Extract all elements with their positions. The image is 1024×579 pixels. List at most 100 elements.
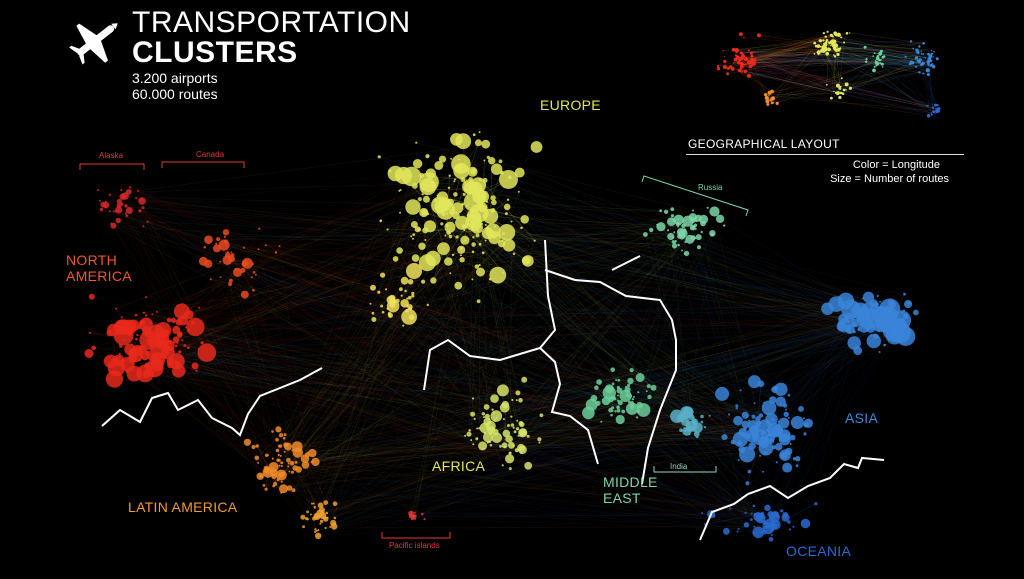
route-edge	[147, 221, 772, 540]
airport-node	[470, 181, 478, 189]
airport-node	[497, 239, 506, 248]
route-edge	[481, 223, 518, 421]
airport-node	[212, 244, 221, 253]
airport-node	[762, 470, 764, 473]
inset-airport-node	[839, 91, 843, 95]
route-edge	[404, 303, 761, 517]
inset-route-edge	[880, 60, 931, 64]
inset-airport-node	[865, 58, 868, 61]
airport-node	[280, 465, 283, 467]
airport-node	[733, 415, 743, 426]
route-edge	[686, 253, 752, 433]
route-edge	[109, 228, 260, 334]
airport-node	[149, 362, 152, 365]
route-edge	[120, 206, 504, 234]
airport-node	[455, 133, 472, 150]
airport-node	[319, 519, 324, 523]
route-edge	[113, 225, 462, 249]
airport-node	[453, 180, 456, 183]
airport-node	[289, 460, 295, 466]
airport-node	[761, 400, 777, 416]
route-edge	[217, 238, 756, 515]
route-edge	[490, 426, 692, 429]
route-edge	[460, 163, 743, 450]
route-edge	[142, 322, 730, 415]
route-edge	[326, 227, 489, 514]
route-edge	[321, 134, 475, 511]
route-edge	[118, 209, 896, 330]
airport-node	[739, 431, 742, 434]
airport-node	[426, 303, 429, 307]
airport-node	[737, 527, 740, 530]
route-edge	[170, 205, 468, 366]
airport-node	[406, 297, 409, 300]
inset-airport-node	[927, 104, 929, 107]
route-edge	[129, 199, 509, 328]
route-edge	[266, 326, 867, 469]
airport-node	[682, 215, 694, 227]
inset-route-edge	[748, 50, 845, 91]
airport-node	[512, 426, 515, 429]
airport-node	[404, 289, 407, 293]
airport-node	[891, 310, 912, 330]
airport-node	[767, 431, 773, 437]
route-edge	[188, 347, 288, 445]
airport-node	[775, 461, 778, 464]
airport-node	[377, 155, 381, 159]
airport-node	[323, 516, 329, 522]
route-edge	[714, 211, 760, 426]
route-edge	[617, 400, 762, 517]
airport-node	[413, 514, 417, 518]
inset-route-edge	[751, 61, 933, 108]
route-edge	[135, 314, 506, 448]
airport-node	[294, 460, 298, 464]
inset-airport-node	[937, 107, 941, 111]
route-edge	[444, 203, 877, 306]
inset-route-edge	[748, 62, 913, 77]
airport-node	[187, 346, 190, 349]
inset-airport-node	[836, 47, 838, 49]
route-edge	[311, 163, 462, 504]
airport-node	[420, 512, 424, 516]
route-edge	[326, 512, 771, 515]
airport-node	[524, 461, 533, 470]
airport-node	[795, 456, 801, 462]
inset-airport-node	[848, 86, 853, 90]
airport-node	[449, 272, 452, 275]
airport-node	[645, 390, 648, 393]
airport-node	[471, 278, 474, 281]
route-edge	[147, 333, 752, 520]
airport-node	[234, 268, 237, 271]
airport-node	[424, 239, 427, 241]
airport-node	[814, 502, 818, 506]
inset-airport-node	[822, 31, 826, 35]
airport-node	[278, 433, 284, 438]
airport-node	[227, 261, 230, 264]
airport-node	[502, 418, 505, 421]
airport-node	[156, 310, 158, 313]
inset-airport-node	[915, 65, 918, 68]
route-edge	[686, 430, 767, 528]
inset-airport-node	[723, 56, 725, 58]
airport-node	[774, 382, 788, 396]
airport-node	[379, 219, 383, 223]
inset-route-edge	[837, 54, 867, 63]
airport-node	[683, 250, 690, 257]
inset-route-edge	[751, 35, 832, 61]
airport-node	[783, 411, 789, 417]
route-edge	[186, 326, 779, 517]
airport-node	[453, 192, 458, 197]
inset-route-edge	[738, 36, 826, 63]
route-edge	[117, 357, 761, 416]
route-edge	[293, 293, 414, 491]
airport-node	[735, 407, 738, 410]
route-edge	[139, 199, 284, 474]
inset-airport-node	[873, 52, 876, 54]
route-edge	[279, 246, 316, 530]
inset-airport-node	[933, 50, 935, 53]
airport-node	[499, 445, 502, 448]
route-edge	[238, 195, 438, 271]
inset-route-edge	[739, 49, 826, 60]
airport-node	[755, 518, 758, 521]
route-edge	[126, 215, 768, 509]
